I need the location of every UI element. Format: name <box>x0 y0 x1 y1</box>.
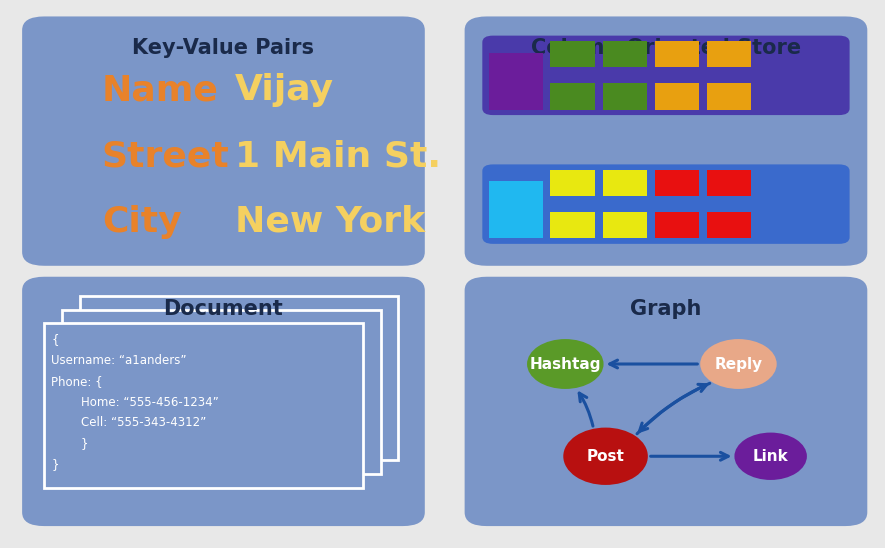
Text: Link: Link <box>753 449 789 464</box>
Text: City: City <box>102 205 181 239</box>
Bar <box>655 212 699 238</box>
FancyArrowPatch shape <box>637 384 706 434</box>
Bar <box>489 181 543 238</box>
Bar <box>707 212 751 238</box>
FancyBboxPatch shape <box>482 36 850 115</box>
FancyBboxPatch shape <box>482 164 850 244</box>
Text: Hashtag: Hashtag <box>529 357 601 372</box>
Ellipse shape <box>700 339 777 389</box>
FancyArrowPatch shape <box>579 393 593 426</box>
Text: Reply: Reply <box>714 357 763 372</box>
Text: New York: New York <box>235 205 425 239</box>
Text: Document: Document <box>164 299 283 318</box>
Text: 1 Main St.: 1 Main St. <box>235 139 441 173</box>
Text: }: } <box>51 458 58 471</box>
FancyArrowPatch shape <box>610 360 697 368</box>
Text: }: } <box>51 437 88 450</box>
Bar <box>489 53 543 110</box>
Bar <box>550 83 595 110</box>
Bar <box>707 41 751 67</box>
Bar <box>550 212 595 238</box>
Bar <box>62 310 381 474</box>
Text: Vijay: Vijay <box>235 73 334 107</box>
Bar <box>550 41 595 67</box>
Text: {: { <box>51 333 58 346</box>
Bar <box>603 212 647 238</box>
Bar <box>603 41 647 67</box>
Bar <box>655 41 699 67</box>
FancyArrowPatch shape <box>640 383 710 431</box>
FancyBboxPatch shape <box>22 16 425 266</box>
Text: Name: Name <box>102 73 219 107</box>
FancyBboxPatch shape <box>465 277 867 526</box>
Text: Key-Value Pairs: Key-Value Pairs <box>133 38 314 58</box>
Ellipse shape <box>735 432 807 480</box>
Bar <box>603 83 647 110</box>
Text: Column Oriented Store: Column Oriented Store <box>531 38 801 58</box>
Ellipse shape <box>527 339 604 389</box>
FancyBboxPatch shape <box>465 16 867 266</box>
Bar <box>655 83 699 110</box>
FancyArrowPatch shape <box>650 453 728 460</box>
Text: Post: Post <box>587 449 625 464</box>
Bar <box>707 170 751 196</box>
Text: Street: Street <box>102 139 229 173</box>
Text: Phone: {: Phone: { <box>51 375 103 388</box>
Text: Username: “a1anders”: Username: “a1anders” <box>51 354 187 367</box>
Bar <box>603 170 647 196</box>
Bar <box>655 170 699 196</box>
Text: Graph: Graph <box>630 299 702 318</box>
Ellipse shape <box>563 427 648 485</box>
Bar <box>44 323 363 488</box>
Bar <box>550 170 595 196</box>
FancyBboxPatch shape <box>22 277 425 526</box>
Text: Home: “555-456-1234”: Home: “555-456-1234” <box>51 396 219 409</box>
Text: Cell: “555-343-4312”: Cell: “555-343-4312” <box>51 416 206 430</box>
Bar <box>80 296 398 460</box>
Bar <box>707 83 751 110</box>
